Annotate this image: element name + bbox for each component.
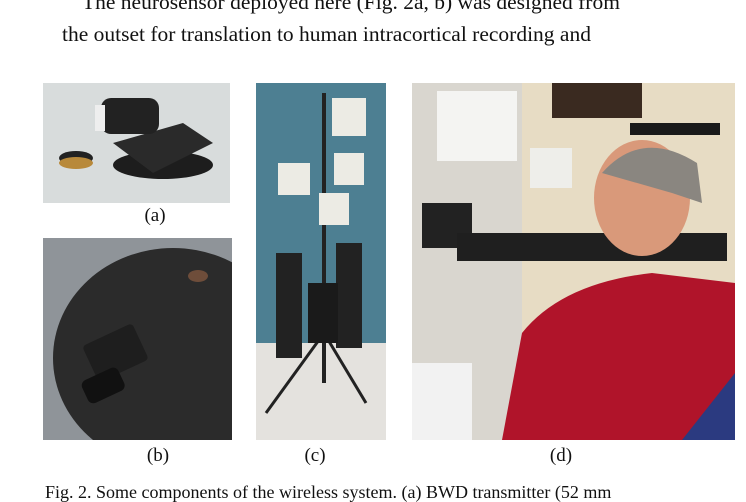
photo-c bbox=[256, 83, 386, 440]
figure-caption: Fig. 2. Some components of the wireless … bbox=[45, 482, 612, 502]
panel-label: (b) bbox=[146, 445, 170, 466]
panel-label: (c) bbox=[304, 445, 326, 466]
body-line: the outset for translation to human intr… bbox=[62, 22, 591, 46]
photo-d bbox=[412, 83, 735, 440]
panel-label: (d) bbox=[549, 445, 573, 466]
body-line: The neurosensor deployed here (Fig. 2a, … bbox=[82, 0, 620, 14]
panel-label: (a) bbox=[144, 205, 166, 226]
photo-b bbox=[43, 238, 232, 440]
photo-a bbox=[43, 83, 230, 203]
